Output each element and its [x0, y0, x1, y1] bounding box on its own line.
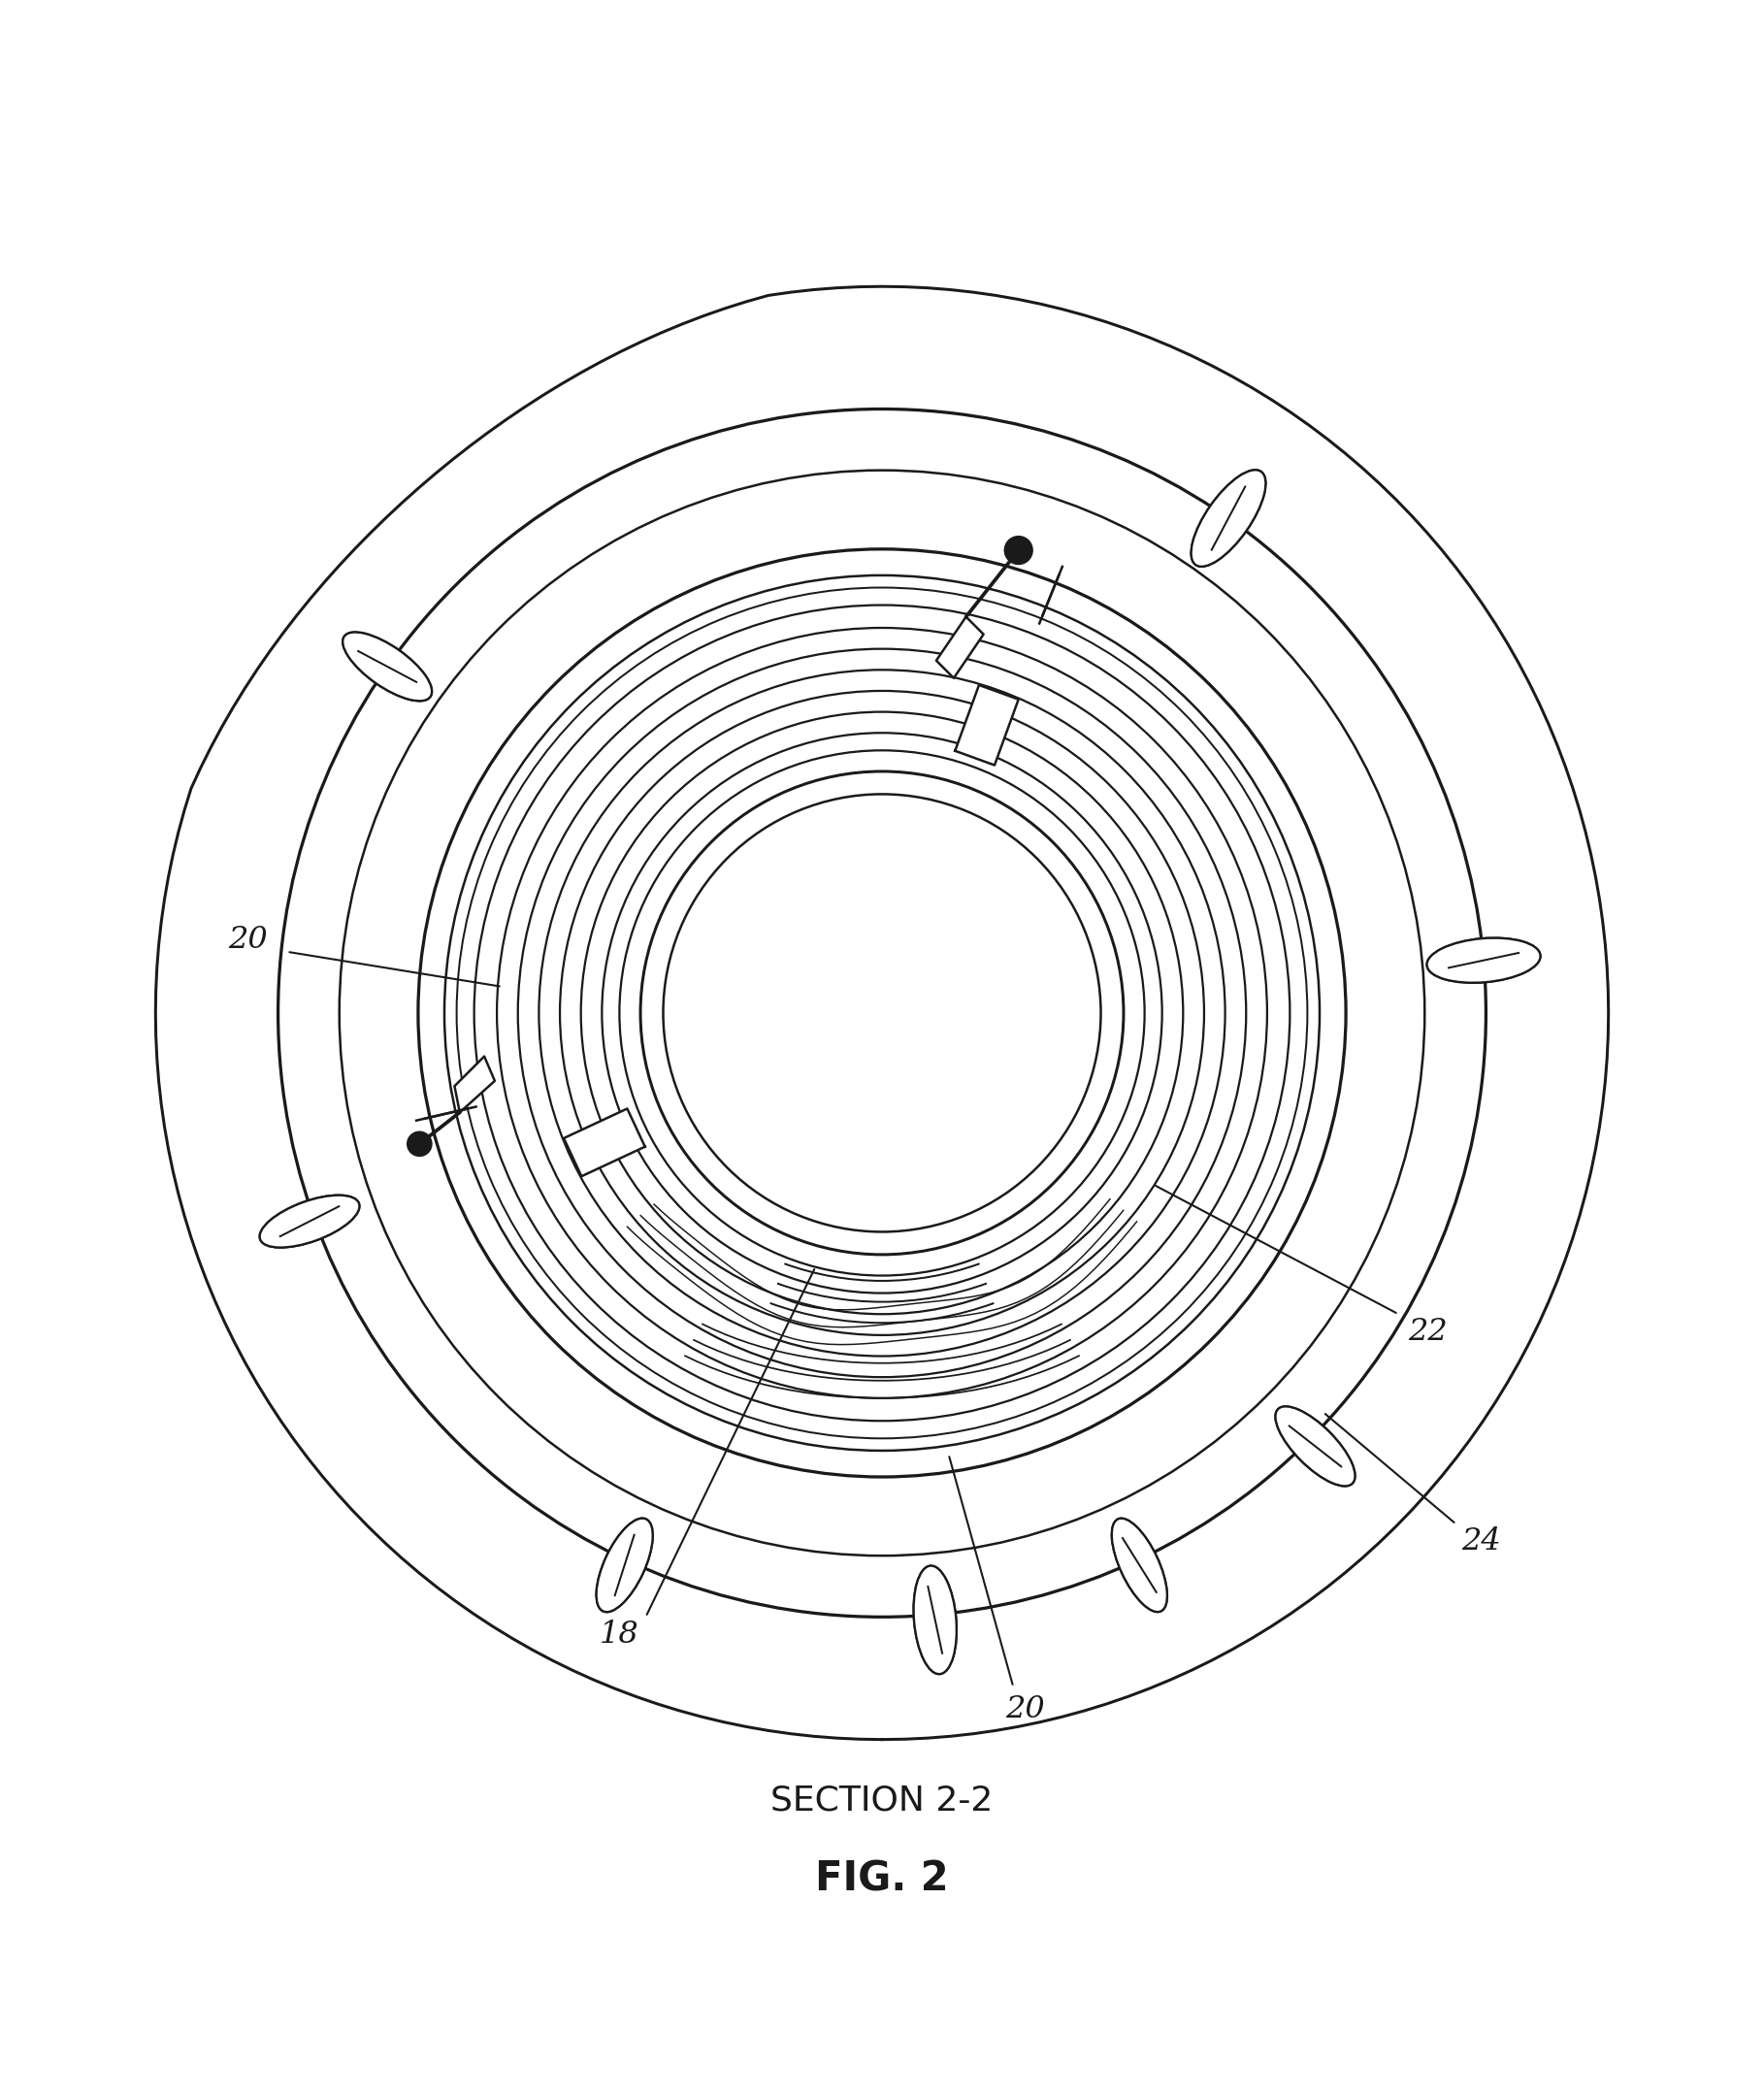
- Ellipse shape: [259, 1195, 360, 1247]
- Ellipse shape: [596, 1518, 653, 1612]
- Polygon shape: [455, 1056, 494, 1113]
- Ellipse shape: [1191, 470, 1265, 566]
- Ellipse shape: [342, 633, 432, 700]
- Circle shape: [407, 1132, 432, 1157]
- Text: 20: 20: [1005, 1696, 1046, 1725]
- Polygon shape: [954, 685, 1018, 765]
- Text: 20: 20: [229, 924, 268, 954]
- Ellipse shape: [914, 1566, 956, 1675]
- Text: SECTION 2-2: SECTION 2-2: [771, 1784, 993, 1817]
- Ellipse shape: [1111, 1518, 1168, 1612]
- Circle shape: [1004, 537, 1032, 564]
- Ellipse shape: [1191, 470, 1265, 566]
- Ellipse shape: [259, 1195, 360, 1247]
- Ellipse shape: [1427, 939, 1540, 983]
- Text: 22: 22: [1408, 1316, 1448, 1346]
- Ellipse shape: [1111, 1518, 1168, 1612]
- Ellipse shape: [914, 1566, 956, 1675]
- Polygon shape: [564, 1109, 646, 1176]
- Ellipse shape: [1275, 1406, 1355, 1486]
- Text: 18: 18: [600, 1620, 639, 1650]
- Ellipse shape: [1275, 1406, 1355, 1486]
- Text: 24: 24: [1461, 1526, 1501, 1557]
- Text: FIG. 2: FIG. 2: [815, 1859, 949, 1899]
- Ellipse shape: [1427, 939, 1540, 983]
- Polygon shape: [937, 616, 984, 679]
- Ellipse shape: [342, 633, 432, 700]
- Ellipse shape: [596, 1518, 653, 1612]
